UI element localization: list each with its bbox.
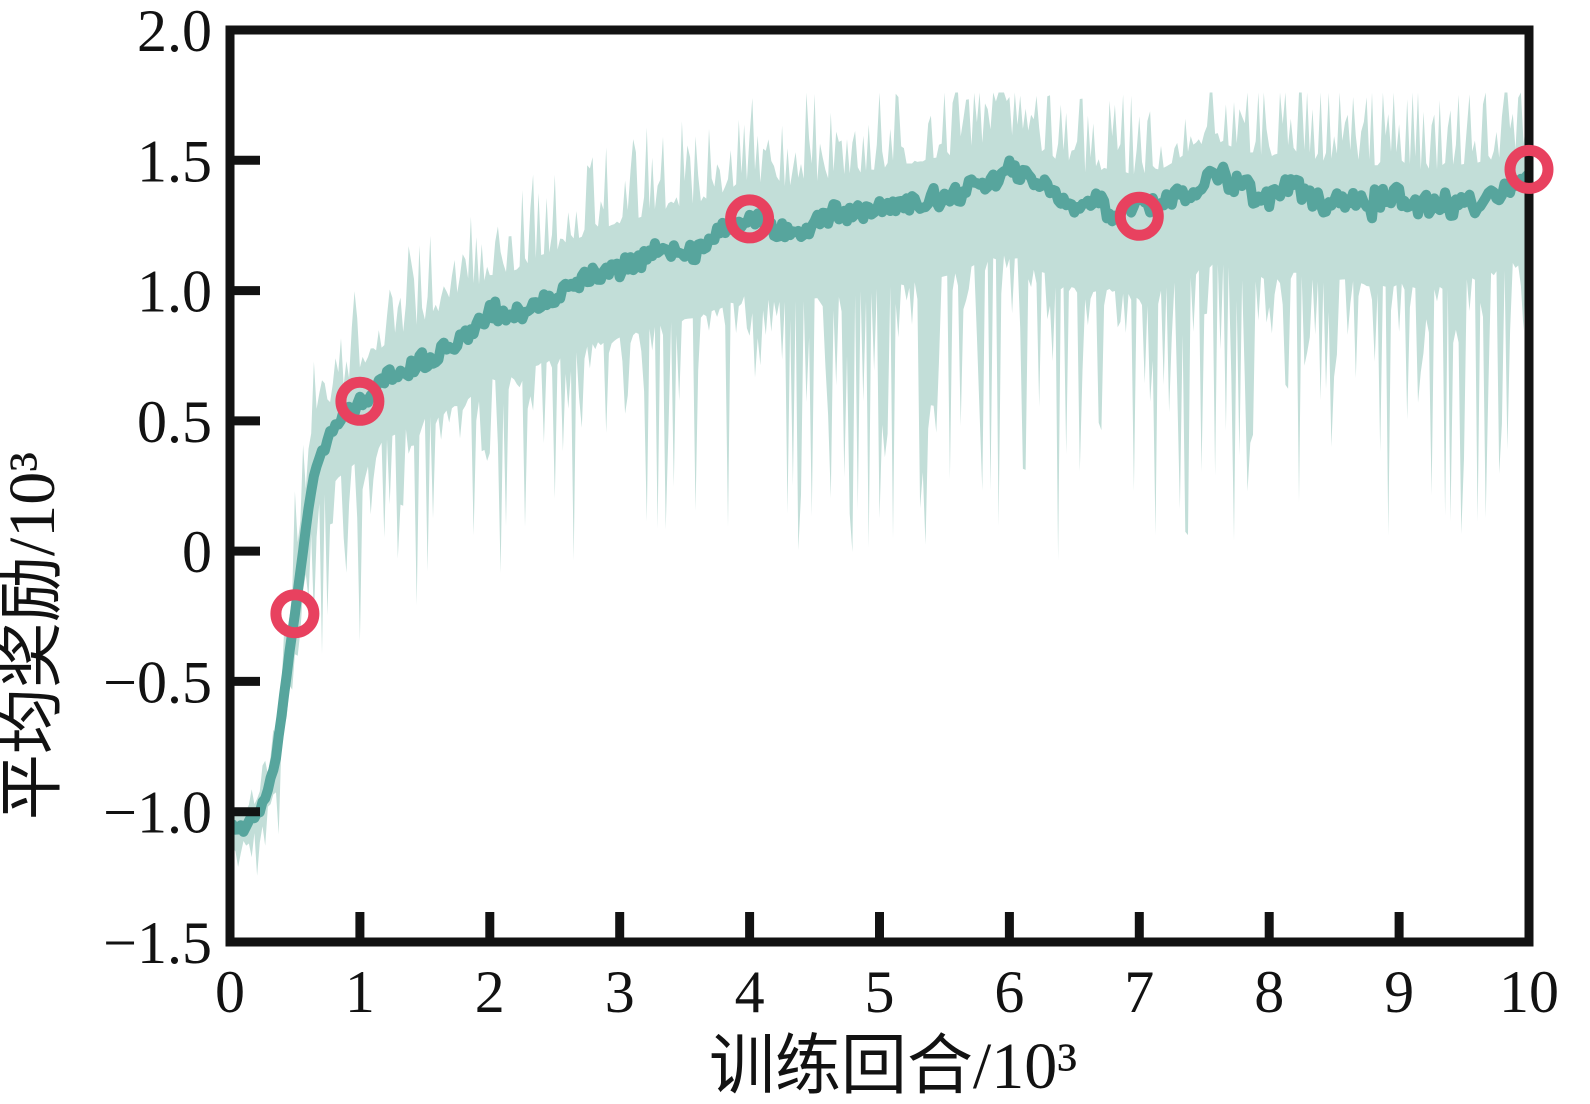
mean-reward-line <box>227 155 1533 837</box>
x-tick-label-6: 6 <box>994 959 1024 1025</box>
x-tick-label-4: 4 <box>735 959 765 1025</box>
axes-frame: 0 1 2 3 4 5 6 7 8 9 10 2.0 1.5 1.0 0.5 0 −0.5 −1.0 −1.5 <box>103 0 1559 1025</box>
y-tick-label-1.0: 1.0 <box>137 259 212 325</box>
reward-std-band-area <box>230 92 1529 876</box>
y-axis-label: 平均奖励/10³ <box>0 452 69 820</box>
x-tick-label-1: 1 <box>345 959 375 1025</box>
checkpoint-marker-4 <box>1114 191 1164 241</box>
x-tick-label-9: 9 <box>1384 959 1414 1025</box>
reward-std-band <box>230 92 1529 876</box>
x-tick-label-10: 10 <box>1499 959 1559 1025</box>
checkpoint-marker-5 <box>1504 144 1554 194</box>
checkpoint-marker-1 <box>270 589 320 639</box>
checkpoint-marker-2 <box>335 376 385 426</box>
y-tick-label-−0.5: −0.5 <box>103 649 212 715</box>
checkpoint-markers <box>270 144 1554 639</box>
y-tick-label-2.0: 2.0 <box>137 0 212 64</box>
axis-tick-labels: 0 1 2 3 4 5 6 7 8 9 10 2.0 1.5 1.0 0.5 0 −0.5 −1.0 −1.5 <box>103 0 1559 1025</box>
y-tick-label-1.5: 1.5 <box>137 128 212 194</box>
x-tick-label-7: 7 <box>1124 959 1154 1025</box>
x-tick-label-8: 8 <box>1254 959 1284 1025</box>
x-tick-label-0: 0 <box>215 959 245 1025</box>
mean-reward-path <box>227 155 1533 837</box>
y-tick-label-0: 0 <box>182 519 212 585</box>
y-tick-label-−1.5: −1.5 <box>103 910 212 976</box>
checkpoint-marker-3 <box>725 194 775 244</box>
x-tick-label-5: 5 <box>865 959 895 1025</box>
y-tick-label-0.5: 0.5 <box>137 389 212 455</box>
axis-ticks <box>225 25 1534 947</box>
y-tick-label-−1.0: −1.0 <box>103 780 212 846</box>
x-tick-label-2: 2 <box>475 959 505 1025</box>
x-axis-label: 训练回合/10³ <box>709 1030 1077 1103</box>
x-tick-label-3: 3 <box>605 959 635 1025</box>
